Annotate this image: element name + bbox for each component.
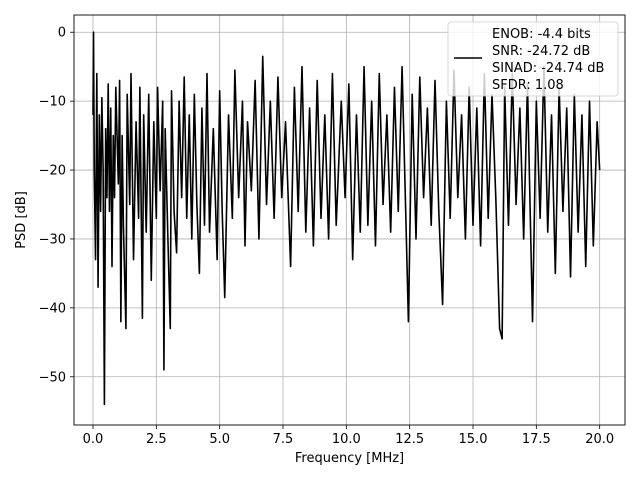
y-axis-label: PSD [dB] xyxy=(14,191,29,249)
x-axis-ticks: 0.0 2.5 5.0 7.5 10.0 12.5 15.0 17.5 20.0 xyxy=(83,425,614,447)
y-tick-label: −40 xyxy=(39,301,66,316)
psd-series-line xyxy=(92,31,601,406)
y-tick-label: −30 xyxy=(39,232,66,247)
x-tick-label: 2.5 xyxy=(146,432,167,447)
x-axis-label: Frequency [MHz] xyxy=(295,451,404,466)
x-tick-label: 15.0 xyxy=(459,432,488,447)
x-tick-label: 12.5 xyxy=(395,432,424,447)
legend-box xyxy=(447,21,619,97)
x-tick-label: 20.0 xyxy=(585,432,614,447)
axes-frame xyxy=(73,14,626,426)
y-tick-label: −10 xyxy=(39,95,66,110)
y-tick-label: −20 xyxy=(39,164,66,179)
y-tick-label: 0 xyxy=(58,26,66,41)
x-tick-label: 17.5 xyxy=(522,432,551,447)
legend-entry-sinad: SINAD: -24.74 dB xyxy=(492,61,604,76)
x-tick-label: 7.5 xyxy=(273,432,294,447)
y-axis-ticks: 0 −10 −20 −30 −40 −50 xyxy=(39,26,74,385)
x-tick-label: 5.0 xyxy=(209,432,230,447)
x-tick-label: 0.0 xyxy=(83,432,104,447)
x-tick-label: 10.0 xyxy=(332,432,361,447)
plot-area xyxy=(92,31,601,406)
legend-entry-snr: SNR: -24.72 dB xyxy=(492,44,590,59)
legend-entry-enob: ENOB: -4.4 bits xyxy=(492,27,591,42)
y-tick-label: −50 xyxy=(39,370,66,385)
legend: ENOB: -4.4 bits SNR: -24.72 dB SINAD: -2… xyxy=(447,21,619,97)
legend-entry-sfdr: SFDR: 1.08 xyxy=(492,78,564,93)
